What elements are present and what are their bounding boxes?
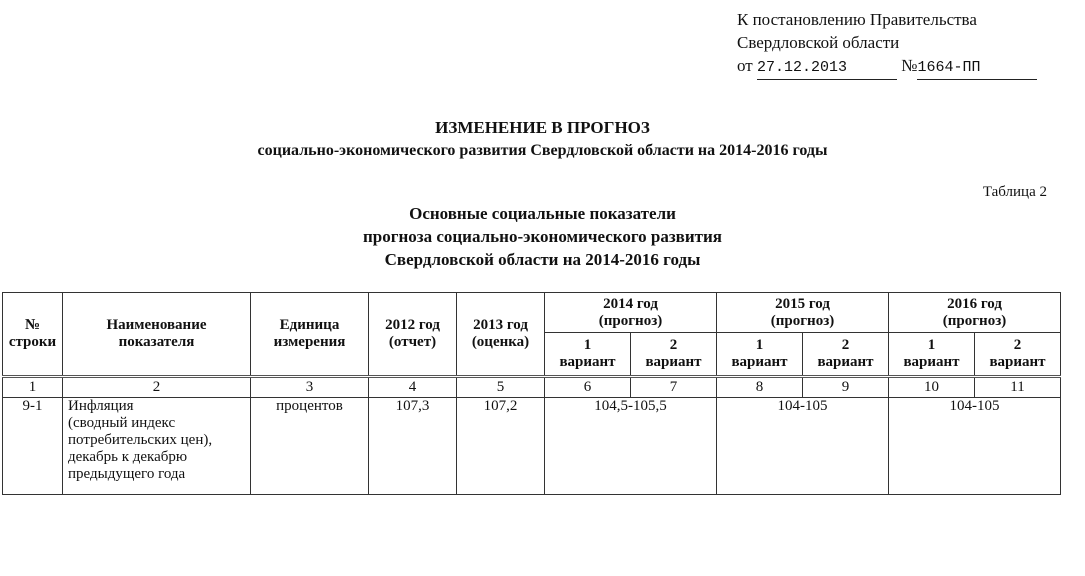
column-number: 3 bbox=[250, 375, 369, 398]
subtitle-line3: Свердловской области на 2014-2016 годы bbox=[384, 250, 701, 269]
column-number: 4 bbox=[368, 375, 457, 398]
subtitle-line1: Основные социальные показатели bbox=[409, 204, 676, 223]
header-name: Наименование показателя bbox=[62, 292, 251, 377]
column-number: 6 bbox=[544, 375, 631, 398]
header-variant-1: 1 вариант bbox=[888, 332, 975, 377]
column-numbers-row: 1 2 3 4 5 6 7 8 9 10 11 bbox=[2, 375, 1061, 398]
header-row-no: № строки bbox=[2, 292, 63, 377]
column-number: 1 bbox=[2, 375, 63, 398]
table-row: 9-1 Инфляция (сводный индекс потребительск… bbox=[2, 397, 1061, 495]
approval-line3: от 27.12.2013 №1664-ПП bbox=[737, 54, 1038, 80]
indicator-name: Инфляция (сводный индекс потребительских ц… bbox=[62, 397, 251, 495]
approval-line1: К постановлению Правительства bbox=[737, 10, 977, 29]
header-2015: 2015 год (прогноз) bbox=[716, 292, 889, 333]
header-variant-2: 2 вариант bbox=[630, 332, 717, 377]
indicators-table: № строки Наименование показателя Единица из… bbox=[2, 292, 1061, 495]
value-2013: 107,2 bbox=[456, 397, 545, 495]
header-2012: 2012 год (отчет) bbox=[368, 292, 457, 377]
column-number: 9 bbox=[802, 375, 889, 398]
header-variant-1: 1 вариант bbox=[716, 332, 803, 377]
value-2014: 104,5-105,5 bbox=[544, 397, 717, 495]
column-number: 5 bbox=[456, 375, 545, 398]
header-2016: 2016 год (прогноз) bbox=[888, 292, 1061, 333]
header-variant-2: 2 вариант bbox=[974, 332, 1061, 377]
column-number: 2 bbox=[62, 375, 251, 398]
column-number: 11 bbox=[974, 375, 1061, 398]
doc-title: ИЗМЕНЕНИЕ В ПРОГНОЗ bbox=[435, 118, 650, 137]
row-number: 9-1 bbox=[2, 397, 63, 495]
approval-line2: Свердловской области bbox=[737, 33, 900, 52]
value-2016: 104-105 bbox=[888, 397, 1061, 495]
header-variant-1: 1 вариант bbox=[544, 332, 631, 377]
header-unit: Единица измерения bbox=[250, 292, 369, 377]
from-label: от bbox=[737, 56, 753, 75]
decree-number: 1664-ПП bbox=[917, 56, 1038, 80]
subtitle-line2: прогноза социально-экономического развит… bbox=[363, 227, 722, 246]
header-variant-2: 2 вариант bbox=[802, 332, 889, 377]
header-2013: 2013 год (оценка) bbox=[456, 292, 545, 377]
number-label: № bbox=[901, 56, 918, 75]
table-label: Таблица 2 bbox=[982, 184, 1047, 200]
column-number: 10 bbox=[888, 375, 975, 398]
value-2012: 107,3 bbox=[368, 397, 457, 495]
column-number: 8 bbox=[716, 375, 803, 398]
doc-title-line2: социально-экономического развития Свердл… bbox=[257, 142, 828, 159]
value-2015: 104-105 bbox=[716, 397, 889, 495]
header-2014: 2014 год (прогноз) bbox=[544, 292, 717, 333]
decree-date: 27.12.2013 bbox=[756, 56, 897, 80]
column-number: 7 bbox=[630, 375, 717, 398]
approval-stamp: К постановлению Правительства Свердловск… bbox=[737, 8, 1038, 80]
unit-cell: процентов bbox=[250, 397, 369, 495]
